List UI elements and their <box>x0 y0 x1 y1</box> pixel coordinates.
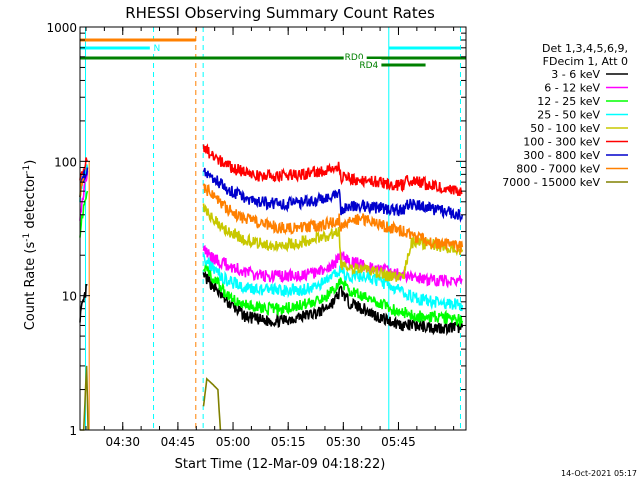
flag-label-bg <box>358 59 382 69</box>
series-line <box>202 245 463 289</box>
legend-label: 300 - 800 keV <box>523 149 600 162</box>
flag-label: RD0 <box>345 53 364 63</box>
x-tick-label: 05:00 <box>216 435 251 449</box>
legend-label: 12 - 25 keV <box>537 95 600 108</box>
series-line <box>202 203 464 282</box>
legend-label: 7000 - 15000 keV <box>502 176 600 189</box>
x-tick-label: 04:30 <box>105 435 140 449</box>
legend-label: 6 - 12 keV <box>544 82 600 95</box>
series-line <box>79 284 88 323</box>
flag-label: RD4 <box>359 61 378 71</box>
flag-label-bg <box>343 51 367 61</box>
x-tick-label: 04:45 <box>161 435 196 449</box>
x-tick-label: 05:30 <box>326 435 361 449</box>
y-tick-label: 1000 <box>46 21 77 35</box>
legend-label: 800 - 7000 keV <box>516 163 600 176</box>
y-tick-label: 100 <box>54 155 77 169</box>
legend-header: FDecim 1, Att 0 <box>543 55 628 68</box>
series-line <box>202 270 464 336</box>
y-tick-label: 1 <box>69 424 77 438</box>
series-line <box>79 177 85 198</box>
series-line <box>202 183 464 253</box>
vertical-markers <box>85 27 461 430</box>
series-line <box>79 170 89 221</box>
legend-label: 100 - 300 keV <box>523 136 600 149</box>
legend-label: 3 - 6 keV <box>551 68 600 81</box>
legend-label: 50 - 100 keV <box>530 122 600 135</box>
flag-label-bg <box>152 42 162 52</box>
flag-label: N <box>154 44 161 54</box>
series-lines <box>79 143 464 431</box>
x-tick-label: 05:15 <box>271 435 306 449</box>
y-tick-label: 10 <box>62 290 77 304</box>
plot-frame <box>79 26 467 431</box>
legend: Det 1,3,4,5,6,9,FDecim 1, Att 03 - 6 keV… <box>502 42 628 189</box>
x-tick-label: 05:45 <box>381 435 416 449</box>
generated-timestamp: 14-Oct-2021 05:17 <box>561 469 637 478</box>
series-line <box>202 167 464 223</box>
series-line <box>79 190 89 238</box>
legend-label: 25 - 50 keV <box>537 109 600 122</box>
series-line <box>202 143 463 197</box>
x-axis-label: Start Time (12-Mar-09 04:18:22) <box>175 457 386 472</box>
axes: 04:30 04:45 05:00 05:15 05:30 05:45 1 10 100 1000 <box>46 21 466 449</box>
legend-header: Det 1,3,4,5,6,9, <box>542 42 628 55</box>
series-line <box>202 262 464 327</box>
y-axis-label: Count Rate (s-1 detector-1) <box>22 160 38 331</box>
chart-title: RHESSI Observing Summary Count Rates <box>125 4 435 22</box>
series-line <box>202 377 222 431</box>
series-line <box>202 253 464 312</box>
